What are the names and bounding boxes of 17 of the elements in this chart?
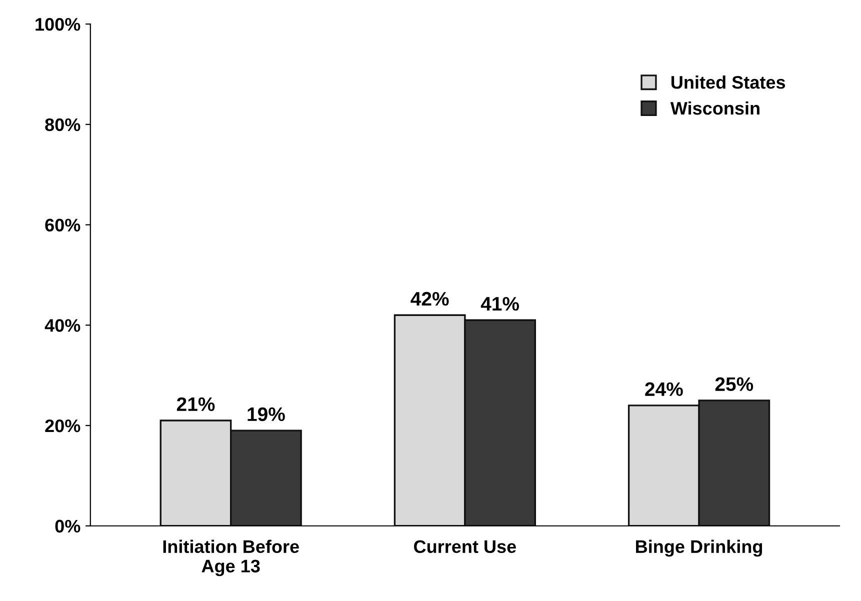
data-label: 21% (176, 397, 215, 412)
data-label: 24% (645, 382, 683, 396)
y-tick-label: 40% (44, 319, 80, 332)
data-label: 41% (480, 297, 519, 311)
y-tick-label: 0% (55, 520, 80, 533)
legend-label: United States (671, 76, 786, 89)
legend-label: Wisconsin (670, 101, 760, 115)
x-tick-label: Binge Drinking (636, 540, 762, 557)
x-tick-label: Current Use (414, 540, 516, 554)
y-tick-label: 100% (36, 18, 80, 31)
x-tick-label: Initiation Before Age 13 (163, 540, 299, 576)
y-tick-label: 80% (45, 118, 80, 132)
data-label: 42% (410, 292, 449, 306)
data-label: 25% (715, 377, 754, 392)
y-tick-label: 20% (45, 419, 80, 432)
data-label: 19% (248, 407, 285, 422)
y-tick-label: 60% (45, 218, 80, 232)
